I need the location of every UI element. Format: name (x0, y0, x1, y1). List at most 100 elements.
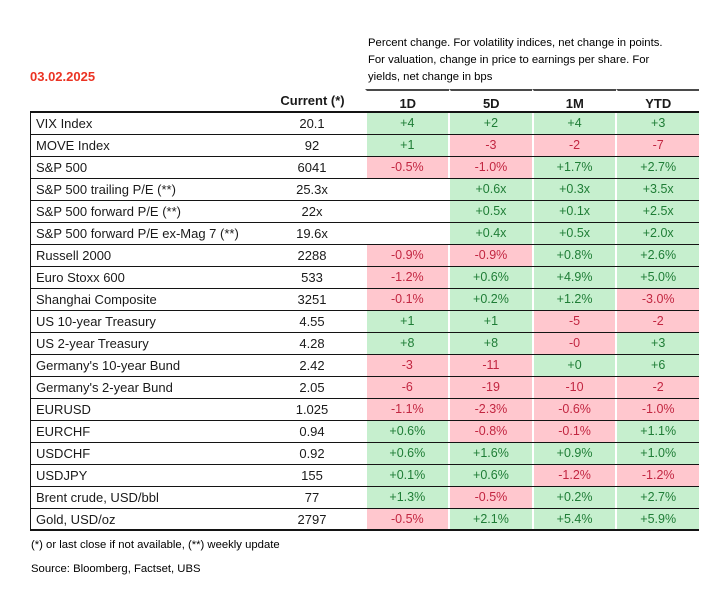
current-value: 92 (304, 138, 320, 153)
instrument-label: Euro Stoxx 600 (36, 270, 125, 285)
header-label-spacer (30, 108, 260, 111)
change-cell-1d: -0.9% (364, 245, 449, 266)
market-data-table: Current (*) 1D 5D 1M YTD VIX Index 20.1 +4 +2 +… (30, 89, 699, 531)
instrument-label: MOVE Index (36, 138, 110, 153)
table-body: VIX Index 20.1 +4 +2 +4 +3 MOVE Index 92 +1 -3 -2-… (30, 113, 699, 531)
change-cell-1m: +0.2% (531, 487, 616, 508)
change-cell-5d: +0.5x (448, 201, 532, 222)
change-cell-1d: +8 (364, 333, 449, 354)
change-cell-1d: -0.5% (364, 509, 449, 529)
change-cell-5d: -0.9% (448, 245, 532, 266)
current-value: 20.1 (299, 116, 325, 131)
change-cell-1d: -6 (364, 377, 449, 398)
instrument-label: Brent crude, USD/bbl (36, 490, 159, 505)
change-cell-1d: +4 (364, 113, 449, 134)
current-value: 0.94 (299, 424, 325, 439)
change-cell-5d: +1 (448, 311, 532, 332)
table-row: Germany's 2-year Bund 2.05 -6 -19 -10 -2 (31, 377, 699, 399)
table-row: USDJPY 155 +0.1% +0.6% -1.2% -1.2% (31, 465, 699, 487)
instrument-label: Germany's 2-year Bund (36, 380, 173, 395)
table-row: Euro Stoxx 600 533 -1.2% +0.6% +4.9% +5.0% (31, 267, 699, 289)
change-cell-1m: +5.4% (531, 509, 616, 529)
change-cell-1m: +0.8% (531, 245, 616, 266)
change-cell-1d: +0.1% (364, 465, 449, 486)
header-period-5d: 5D (448, 89, 532, 111)
change-cell-5d: -11 (448, 355, 532, 376)
current-value: 2797 (297, 511, 327, 527)
change-cell-ytd: +3 (615, 333, 699, 354)
table-row: Germany's 10-year Bund 2.42 -3 -11 +0 +6 (31, 355, 699, 377)
table-row: Shanghai Composite 3251 -0.1% +0.2% +1.2% -3.… (31, 289, 699, 311)
change-cell-1d: +1.3% (364, 487, 449, 508)
change-cell-1d: +0.6% (364, 443, 449, 464)
change-cell-ytd: -2 (615, 311, 699, 332)
table-row: EURCHF 0.94 +0.6% -0.8% -0.1% +1.1% (31, 421, 699, 443)
change-cell-1d: +0.6% (364, 421, 449, 442)
instrument-label: S&P 500 trailing P/E (**) (36, 182, 176, 197)
methodology-note-line-1: Percent change. For volatility indices, … (368, 37, 663, 49)
current-value: 19.6x (296, 226, 328, 241)
instrument-label: USDCHF (36, 446, 91, 461)
change-cell-ytd: +5.9% (615, 509, 699, 529)
current-value: 0.92 (299, 446, 325, 461)
table-row: US 10-year Treasury 4.55 +1 +1 -5 -2 (31, 311, 699, 333)
change-cell-5d: -0.5% (448, 487, 532, 508)
change-cell-ytd: -3.0% (615, 289, 699, 310)
change-cell-5d: -3 (448, 135, 532, 156)
change-cell-1m: +4 (531, 113, 616, 134)
footnote-source: Source: Bloomberg, Factset, UBS (31, 563, 201, 575)
table-row: S&P 500 trailing P/E (**) 25.3x +0.6x +0.3x… (31, 179, 699, 201)
change-cell-1m: +1.2% (531, 289, 616, 310)
change-cell-ytd: -7 (615, 135, 699, 156)
change-cell-1m: -2 (531, 135, 616, 156)
header-current: Current (*) (280, 93, 345, 108)
change-cell-5d: +8 (448, 333, 532, 354)
table-row: USDCHF 0.92 +0.6% +1.6% +0.9% +1.0% (31, 443, 699, 465)
current-value: 4.55 (299, 314, 325, 329)
change-cell-1m: +0.9% (531, 443, 616, 464)
change-cell-ytd: +1.1% (615, 421, 699, 442)
change-cell-ytd: +5.0% (615, 267, 699, 288)
methodology-note-line-2: For valuation, change in price to earnin… (368, 54, 650, 66)
instrument-label: Germany's 10-year Bund (36, 358, 181, 373)
change-cell-1d: -1.1% (364, 399, 449, 420)
change-cell-1m: +0 (531, 355, 616, 376)
change-cell-1d (364, 179, 449, 200)
change-cell-1m: -5 (531, 311, 616, 332)
table-row: MOVE Index 92 +1 -3 -2 -7 (31, 135, 699, 157)
methodology-note-line-3: yields, net change in bps (368, 71, 493, 83)
change-cell-5d: -0.8% (448, 421, 532, 442)
instrument-label: S&P 500 (36, 160, 88, 175)
change-cell-1d: -0.5% (364, 157, 449, 178)
change-cell-ytd: +3 (615, 113, 699, 134)
change-cell-1d: -0.1% (364, 289, 449, 310)
change-cell-1d (364, 223, 449, 244)
change-cell-ytd: -1.2% (615, 465, 699, 486)
change-cell-5d: +2.1% (448, 509, 532, 529)
table-row: S&P 500 6041 -0.5% -1.0% +1.7% +2.7% (31, 157, 699, 179)
header-period-1m: 1M (532, 89, 616, 111)
report-date: 03.02.2025 (30, 69, 96, 84)
current-value: 3251 (297, 292, 327, 307)
current-value: 22x (301, 204, 323, 219)
change-cell-5d: +2 (448, 113, 532, 134)
change-cell-1m: +1.7% (531, 157, 616, 178)
instrument-label: US 10-year Treasury (36, 314, 156, 329)
change-cell-1m: +0.1x (531, 201, 616, 222)
current-value: 77 (304, 490, 320, 505)
current-value: 2.42 (299, 358, 325, 373)
footnote-asterisk: (*) or last close if not available, (**)… (31, 539, 280, 551)
change-cell-ytd: +2.5x (615, 201, 699, 222)
instrument-label: Shanghai Composite (36, 292, 157, 307)
current-value: 6041 (297, 160, 327, 175)
table-header-row: Current (*) 1D 5D 1M YTD (30, 89, 699, 113)
methodology-note: Percent change. For volatility indices, … (368, 35, 713, 86)
table-row: Russell 2000 2288 -0.9% -0.9% +0.8% +2.6% (31, 245, 699, 267)
change-cell-ytd: +2.7% (615, 487, 699, 508)
instrument-label: EURCHF (36, 424, 91, 439)
table-row: S&P 500 forward P/E ex-Mag 7 (**) 19.6x +0… (31, 223, 699, 245)
table-row: US 2-year Treasury 4.28 +8 +8 -0 +3 (31, 333, 699, 355)
header-period-ytd: YTD (615, 89, 699, 111)
change-cell-1m: -0 (531, 333, 616, 354)
